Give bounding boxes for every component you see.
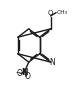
Text: +: + xyxy=(24,70,28,74)
Text: O: O xyxy=(24,72,30,81)
Text: CH₃: CH₃ xyxy=(57,10,68,15)
Text: N: N xyxy=(49,58,55,67)
Text: O: O xyxy=(16,69,22,78)
Text: −: − xyxy=(16,70,20,75)
Text: O: O xyxy=(48,10,53,16)
Text: N: N xyxy=(21,68,27,77)
